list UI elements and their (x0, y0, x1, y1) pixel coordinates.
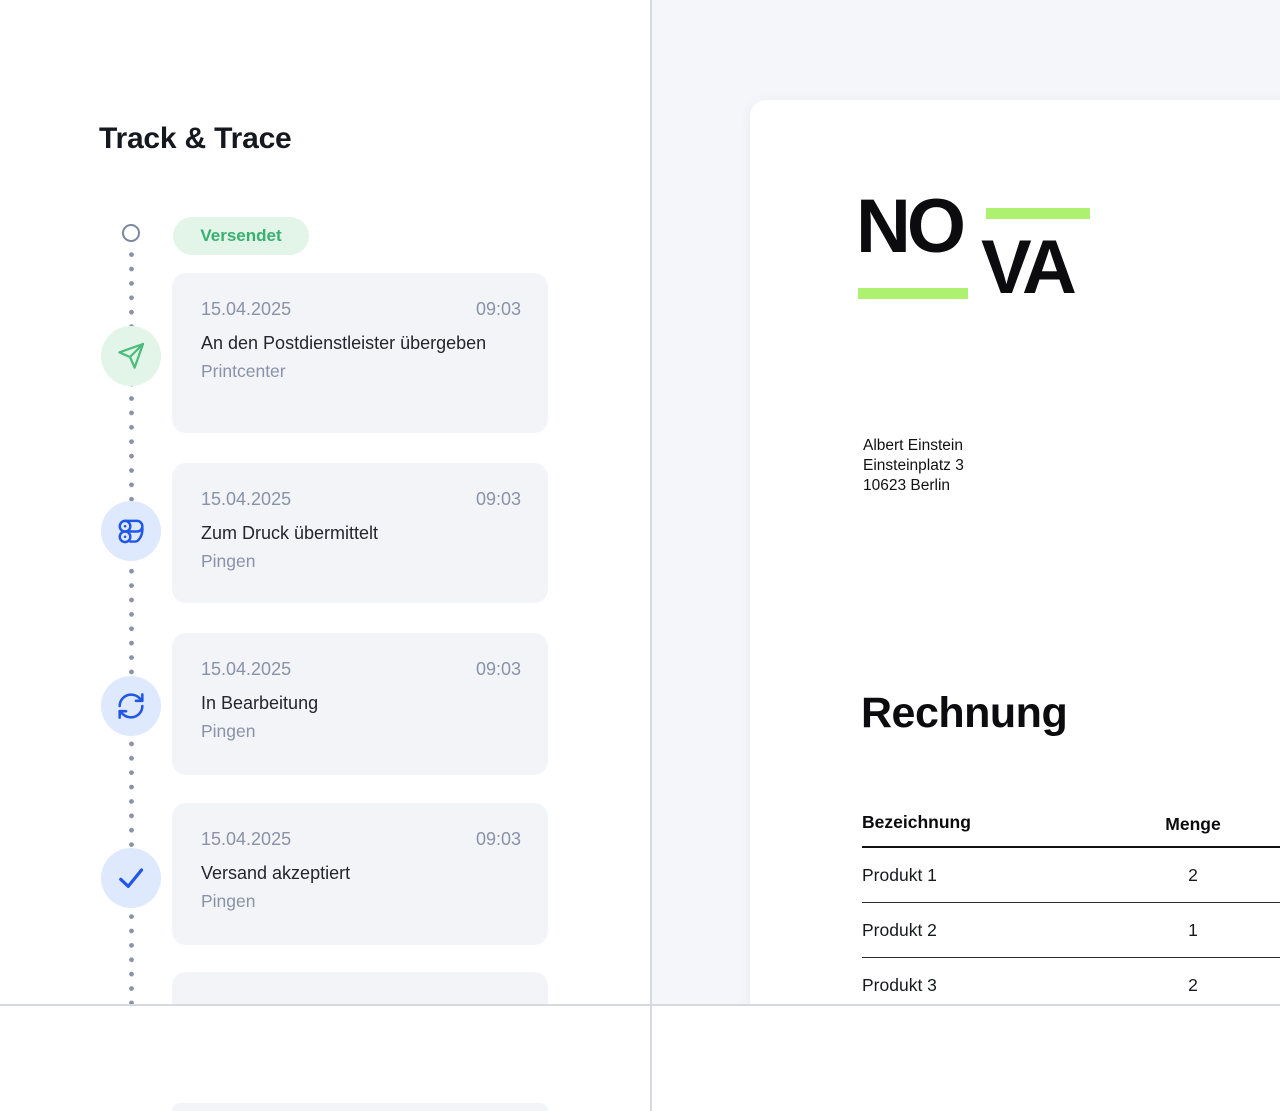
recipient-name: Albert Einstein (863, 437, 963, 454)
cell-product-name: Produkt 1 (862, 865, 937, 885)
event-time: 09:03 (475, 659, 521, 679)
timeline-dotted-line (129, 252, 134, 1005)
logo-text-no: NO (856, 184, 966, 269)
panel-divider-vertical (650, 0, 652, 1111)
send-icon (116, 341, 146, 371)
event-time: 09:03 (475, 489, 521, 509)
status-badge: Versendet (173, 217, 309, 255)
recipient-street: Einsteinplatz 3 (863, 457, 964, 474)
logo-accent-bar-bottom (858, 288, 968, 299)
cell-product-name: Produkt 2 (862, 920, 937, 940)
column-header-name: Bezeichnung (862, 812, 971, 832)
event-time: 09:03 (475, 829, 521, 849)
logo-accent-bar-top (986, 208, 1090, 219)
timeline-card-sent: 15.04.2025 09:03 An den Postdienstleiste… (172, 273, 548, 433)
event-title: In Bearbeitung (201, 693, 319, 713)
sync-icon (115, 690, 147, 722)
cell-product-qty: 2 (1188, 975, 1198, 995)
status-badge-label: Versendet (200, 226, 282, 245)
column-header-qty: Menge (1165, 814, 1221, 834)
logo-text-va: VA (981, 225, 1077, 310)
invoice-table: Bezeichnung Menge Produkt 1 2 Produkt 2 … (862, 810, 1280, 1005)
cell-product-qty: 2 (1188, 865, 1198, 885)
event-source: Printcenter (201, 361, 286, 381)
event-title: Versand akzeptiert (201, 863, 351, 883)
event-date: 15.04.2025 (201, 659, 292, 679)
recipient-city: 10623 Berlin (863, 477, 951, 494)
event-source: Pingen (201, 891, 256, 911)
timeline-card-partial-bottom (172, 1103, 548, 1111)
event-date: 15.04.2025 (201, 299, 292, 319)
timeline-icon-processing (101, 676, 161, 736)
table-row: Produkt 3 2 (862, 958, 1280, 1005)
recipient-address: Albert Einstein Einsteinplatz 3 10623 Be… (863, 436, 964, 496)
cell-product-qty: 1 (1188, 920, 1198, 940)
timeline-card-partial (172, 972, 548, 1005)
table-row: Produkt 2 1 (862, 903, 1280, 958)
cell-product-name: Produkt 3 (862, 975, 937, 995)
timeline-start-marker (122, 224, 140, 242)
event-date: 15.04.2025 (201, 829, 292, 849)
page-divider-horizontal (0, 1004, 1280, 1006)
check-icon (115, 862, 147, 894)
invoice-title: Rechnung (861, 689, 1068, 737)
timeline-card-print: 15.04.2025 09:03 Zum Druck übermittelt P… (172, 463, 548, 603)
page-title: Track & Trace (99, 122, 292, 155)
event-date: 15.04.2025 (201, 489, 292, 509)
document-preview-panel: NO VA Albert Einstein Einsteinplatz 3 10… (652, 0, 1280, 1005)
event-source: Pingen (201, 551, 256, 571)
invoice-document: NO VA Albert Einstein Einsteinplatz 3 10… (750, 100, 1280, 1005)
event-title: Zum Druck übermittelt (201, 523, 379, 543)
timeline-icon-print (101, 501, 161, 561)
event-title: An den Postdienstleister übergeben (201, 333, 487, 353)
timeline-card-accepted: 15.04.2025 09:03 Versand akzeptiert Ping… (172, 803, 548, 945)
timeline-card-processing: 15.04.2025 09:03 In Bearbeitung Pingen (172, 633, 548, 775)
invoice-table-header: Bezeichnung Menge (862, 810, 1280, 848)
timeline-icon-accepted (101, 848, 161, 908)
timeline-icon-sent (101, 326, 161, 386)
print-roller-icon (116, 516, 147, 547)
event-time: 09:03 (475, 299, 521, 319)
table-row: Produkt 1 2 (862, 848, 1280, 903)
event-source: Pingen (201, 721, 256, 741)
